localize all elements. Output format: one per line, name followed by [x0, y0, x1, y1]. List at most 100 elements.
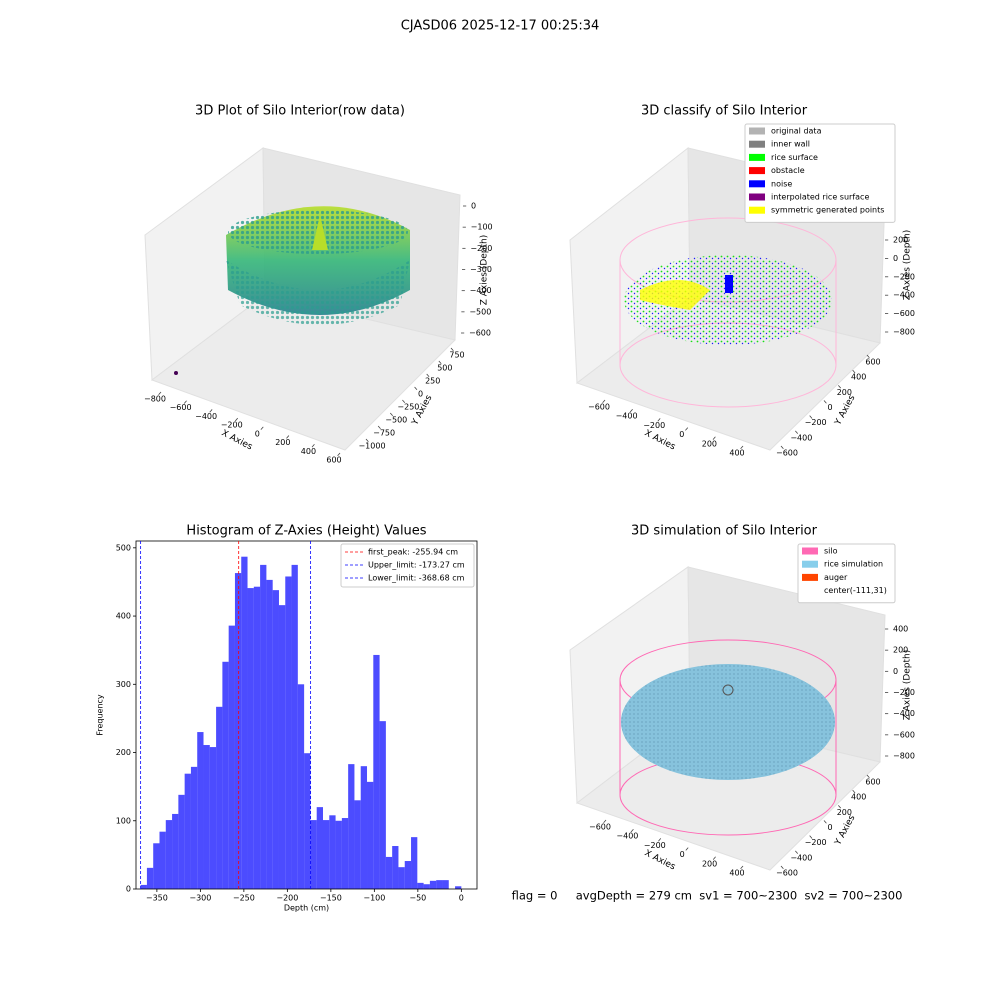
y-tick-label: 0 — [126, 885, 131, 894]
x-tick-label: 400 — [729, 869, 744, 878]
y-tick-mark — [377, 425, 381, 430]
bar — [310, 820, 317, 889]
bar — [266, 579, 273, 889]
bar — [379, 721, 386, 889]
legend-box — [340, 543, 475, 588]
y-tick-mark — [823, 820, 827, 824]
x-tick-mark — [630, 828, 634, 833]
x-tick-label: 200 — [702, 439, 717, 448]
x-tick-label: −400 — [195, 412, 217, 421]
bar — [354, 800, 361, 889]
x-tick-label: −600 — [589, 823, 611, 832]
x-tick-label: −200 — [276, 894, 298, 903]
y-tick-mark — [823, 400, 827, 404]
y-tick-mark — [780, 865, 784, 870]
y-axis-label: Frequency — [96, 694, 105, 736]
x-tick-label: −200 — [221, 421, 243, 430]
x-tick-label: −350 — [146, 894, 168, 903]
z-tick-label: −400 — [893, 709, 915, 718]
x-tick-mark — [209, 409, 213, 413]
y-tick-mark — [414, 386, 418, 391]
x-tick-mark — [712, 856, 716, 860]
x-tick-mark — [685, 847, 689, 851]
y-tick-label: 400 — [116, 612, 131, 621]
bar — [436, 880, 443, 889]
y-tick-label: 400 — [851, 373, 866, 382]
bar — [190, 766, 198, 889]
bar — [417, 882, 424, 889]
chart-title: 3D Plot of Silo Interior(row data) — [195, 104, 405, 119]
z-tick-label: −200 — [893, 272, 915, 281]
panes-1 — [144, 147, 461, 451]
x-tick-label: 0 — [459, 894, 464, 903]
x-tick-label: 400 — [729, 449, 744, 458]
x-axis-label: X Axies — [643, 848, 677, 872]
bar — [216, 706, 223, 889]
legend-swatch — [749, 167, 765, 175]
x-tick-mark — [629, 408, 633, 413]
x-tick-label: 0 — [680, 850, 685, 859]
suptitle: CJASD06 2025-12-17 00:25:34 — [401, 19, 600, 34]
z-tick-label: 0 — [893, 667, 898, 676]
x-tick-label: −600 — [170, 403, 192, 412]
bar — [159, 831, 166, 889]
legend-label: symmetric generated points — [771, 206, 884, 215]
bar — [398, 867, 405, 889]
x-tick-label: 400 — [301, 447, 316, 456]
x-tick-label: 0 — [255, 429, 260, 438]
legend-swatch — [802, 573, 818, 581]
x-tick-label: 0 — [679, 430, 684, 439]
panes-4 — [569, 566, 886, 871]
z-tick-label: 200 — [893, 236, 908, 245]
x-tick-mark — [658, 838, 662, 842]
y-tick-label: 500 — [437, 364, 452, 373]
y-tick-mark — [365, 438, 369, 443]
legend-label: original data — [771, 127, 822, 136]
z-tick-label: 200 — [893, 646, 908, 655]
bar — [322, 820, 330, 889]
x-tick-mark — [603, 819, 607, 824]
x-tick-label: −200 — [644, 841, 666, 850]
legend-box — [744, 123, 896, 223]
bar — [241, 556, 248, 889]
y-tick-mark — [838, 805, 842, 809]
y-tick-label: −600 — [776, 869, 798, 878]
x-tick-mark — [657, 418, 661, 422]
bar — [228, 625, 235, 889]
y-tick-label: −600 — [776, 449, 798, 458]
y-tick-label: 600 — [865, 778, 880, 787]
legend-label: rice simulation — [824, 560, 883, 569]
bar — [184, 773, 191, 889]
legend-label: rice surface — [771, 153, 818, 162]
y-tick-label: 0 — [827, 823, 832, 832]
z-tick-label: 400 — [893, 625, 908, 634]
legend-swatch — [749, 153, 765, 161]
bar — [335, 820, 342, 889]
z-tick-label: −300 — [470, 265, 492, 274]
z-axis-label: Z Axies (Depth) — [480, 235, 490, 306]
legend-label: first_peak: -255.94 cm — [368, 548, 458, 557]
bar — [423, 884, 430, 889]
legend-label: inner wall — [771, 140, 810, 149]
legend-label: interpolated rice surface — [771, 193, 869, 202]
x-tick-mark — [286, 435, 290, 439]
bar — [329, 815, 336, 889]
bar — [165, 820, 173, 889]
bar — [411, 837, 418, 889]
bar — [146, 867, 154, 889]
y-tick-label: 100 — [116, 816, 131, 825]
x-tick-mark — [602, 399, 606, 404]
y-tick-label: −400 — [790, 433, 812, 442]
bar — [140, 884, 147, 889]
legend-swatch — [749, 206, 765, 214]
legend-swatch — [802, 587, 818, 595]
bar — [367, 781, 374, 889]
legend-swatch — [749, 127, 765, 135]
bar — [385, 856, 393, 889]
y-tick-mark — [852, 789, 856, 794]
y-tick-label: −200 — [805, 838, 827, 847]
y-tick-mark — [438, 360, 442, 365]
y-tick-label: 200 — [837, 388, 852, 397]
bar — [291, 564, 298, 889]
